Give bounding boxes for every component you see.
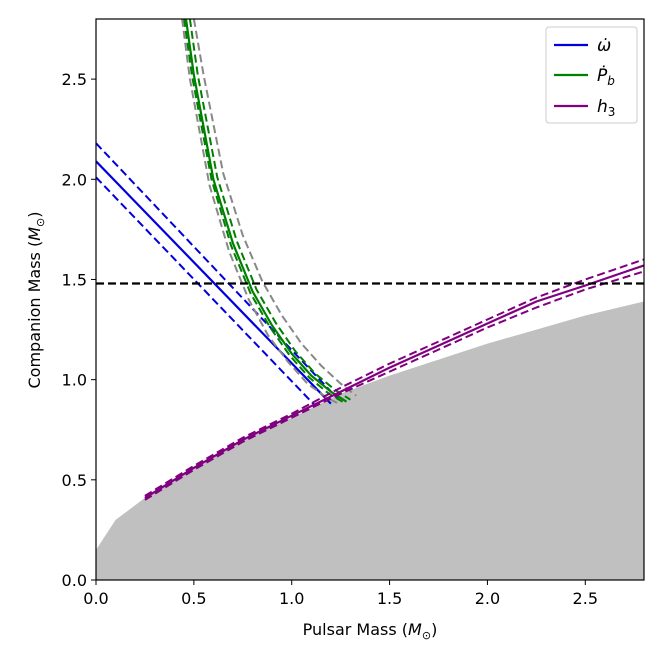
legend-label-omega-dot: ω̇ bbox=[597, 36, 611, 56]
curve-pb-1-dashed-1 bbox=[188, 19, 351, 401]
y-tick-label-3: 1.5 bbox=[62, 270, 87, 289]
x-tick-label-5: 2.5 bbox=[573, 589, 598, 608]
y-axis-title: Companion Mass (M⊙) bbox=[25, 212, 47, 389]
curve-pb-1-band-0 bbox=[181, 19, 340, 405]
y-tick-label-1: 0.5 bbox=[62, 471, 87, 490]
legend: ω̇ Ṗb h3 bbox=[545, 26, 638, 124]
plot-frame bbox=[95, 18, 645, 581]
curve-series-0-solid-0 bbox=[96, 160, 332, 405]
x-tick-label-3: 1.5 bbox=[377, 589, 402, 608]
x-tick-label-2: 1.0 bbox=[279, 589, 304, 608]
x-axis-title: Pulsar Mass (M⊙) bbox=[303, 620, 438, 642]
y-tick-label-4: 2.0 bbox=[62, 170, 87, 189]
curve-h3-2-dashed-2 bbox=[144, 270, 644, 501]
curve-pb-1-dashed-2 bbox=[183, 19, 344, 403]
x-tick-label-4: 2.0 bbox=[475, 589, 500, 608]
y-tick-label-2: 1.0 bbox=[62, 371, 87, 390]
plot-area bbox=[96, 19, 644, 580]
y-tick-label-5: 2.5 bbox=[62, 70, 87, 89]
curve-pb-1-solid-0 bbox=[184, 19, 348, 403]
curve-pb-1-band-1 bbox=[192, 19, 357, 397]
excluded-region bbox=[96, 301, 644, 580]
y-tick-label-0: 0.0 bbox=[62, 571, 87, 590]
curve-h3-2-solid-0 bbox=[144, 264, 644, 499]
x-tick-label-1: 0.5 bbox=[181, 589, 206, 608]
legend-box bbox=[545, 26, 638, 124]
curve-series-0-dashed-2 bbox=[96, 176, 316, 407]
x-tick-label-0: 0.0 bbox=[83, 589, 108, 608]
curve-series-0-dashed-1 bbox=[96, 142, 340, 401]
curve-h3-2-dashed-1 bbox=[144, 258, 644, 497]
axes: 0.0 0.5 1.0 1.5 2.0 2.5 0.0 0.5 1.0 1.5 2.0 2.5 bbox=[62, 70, 598, 608]
